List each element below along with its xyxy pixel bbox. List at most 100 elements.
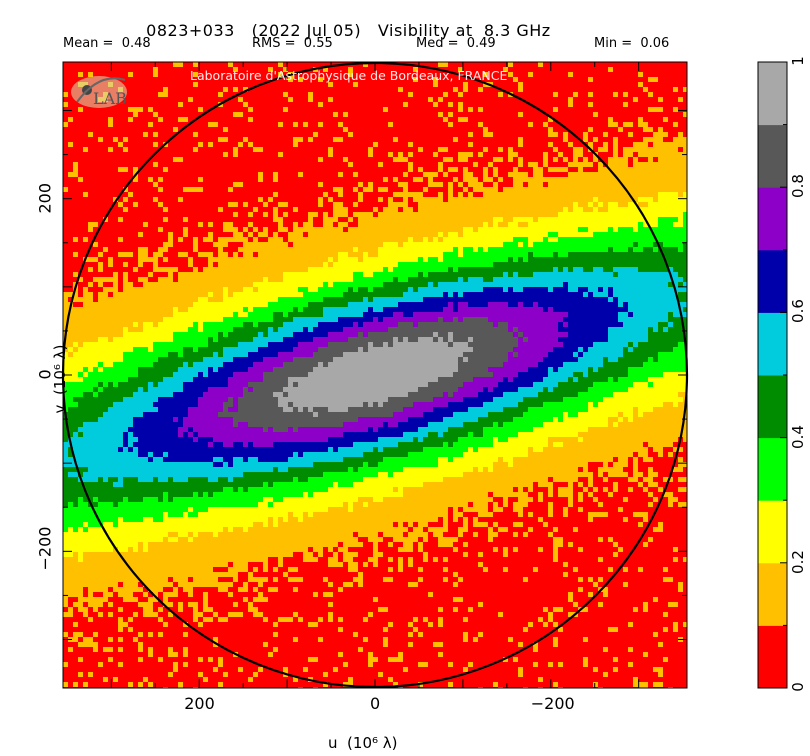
heatmap-cell: [493, 147, 499, 153]
heatmap-cell: [138, 252, 144, 258]
heatmap-cell: [548, 87, 554, 93]
heatmap-cell: [183, 152, 189, 158]
heatmap-cell: [243, 167, 249, 173]
heatmap-cell: [393, 87, 399, 93]
heatmap-cell: [553, 197, 559, 203]
heatmap-cell: [153, 62, 159, 68]
heatmap-cell: [678, 202, 684, 208]
heatmap-cell: [183, 202, 189, 208]
heatmap-cell: [288, 257, 294, 263]
heatmap-cell: [403, 152, 409, 158]
heatmap-cell: [388, 122, 394, 128]
heatmap-cell: [488, 207, 494, 213]
heatmap-cell: [93, 67, 99, 73]
heatmap-cell: [128, 117, 134, 123]
heatmap-cell: [218, 227, 224, 233]
heatmap-cell: [588, 107, 594, 113]
heatmap-cell: [418, 142, 424, 148]
heatmap-cell: [383, 222, 389, 228]
heatmap-cell: [463, 67, 469, 73]
heatmap-cell: [628, 82, 634, 88]
heatmap-cell: [148, 217, 154, 223]
heatmap-cell: [223, 237, 229, 243]
heatmap-cell: [163, 77, 169, 83]
heatmap-cell: [568, 72, 574, 78]
heatmap-cell: [208, 237, 214, 243]
heatmap-cell: [328, 107, 334, 113]
heatmap-cell: [318, 147, 324, 153]
heatmap-cell: [178, 82, 184, 88]
heatmap-cell: [273, 72, 279, 78]
heatmap-cell: [458, 257, 464, 263]
heatmap-cell: [468, 112, 474, 118]
heatmap-cell: [233, 182, 239, 188]
heatmap-cell: [498, 227, 504, 233]
heatmap-cell: [518, 222, 524, 228]
heatmap-cell: [158, 107, 164, 113]
heatmap-cell: [263, 112, 269, 118]
heatmap-cell: [493, 67, 499, 73]
heatmap-cell: [263, 152, 269, 158]
heatmap-cell: [268, 132, 274, 138]
heatmap-cell: [208, 202, 214, 208]
heatmap-cell: [658, 177, 664, 183]
heatmap-cell: [88, 167, 94, 173]
heatmap-cell: [213, 67, 219, 73]
heatmap-cell: [283, 67, 289, 73]
heatmap-cell: [198, 242, 204, 248]
heatmap-cell: [478, 77, 484, 83]
heatmap-cell: [193, 247, 199, 253]
heatmap-cell: [208, 192, 214, 198]
heatmap-cell: [558, 227, 564, 233]
heatmap-cell: [318, 252, 324, 258]
heatmap-cell: [398, 152, 404, 158]
heatmap-cell: [503, 227, 509, 233]
heatmap-cell: [458, 107, 464, 113]
heatmap-cell: [528, 137, 534, 143]
heatmap-cell: [513, 127, 519, 133]
heatmap-cell: [618, 187, 624, 193]
heatmap-cell: [133, 212, 139, 218]
heatmap-cell: [208, 247, 214, 253]
heatmap-cell: [353, 107, 359, 113]
heatmap-cell: [78, 152, 84, 158]
heatmap-cell: [223, 232, 229, 238]
heatmap-cell: [103, 237, 109, 243]
heatmap-cell: [243, 177, 249, 183]
heatmap-cell: [178, 107, 184, 113]
heatmap-cell: [658, 82, 664, 88]
heatmap-cell: [373, 82, 379, 88]
heatmap-cell: [573, 107, 579, 113]
heatmap-cell: [498, 62, 504, 68]
heatmap-cell: [453, 222, 459, 228]
heatmap-cell: [518, 187, 524, 193]
heatmap-cell: [178, 212, 184, 218]
heatmap-cell: [538, 257, 544, 263]
heatmap-cell: [163, 122, 169, 128]
heatmap-cell: [353, 247, 359, 253]
heatmap-cell: [188, 182, 194, 188]
heatmap-cell: [678, 87, 684, 93]
heatmap-cell: [398, 202, 404, 208]
heatmap-cell: [168, 252, 174, 258]
heatmap-cell: [418, 167, 424, 173]
heatmap-cell: [178, 222, 184, 228]
heatmap-cell: [403, 227, 409, 233]
heatmap-cell: [358, 157, 364, 163]
heatmap-cell: [608, 232, 614, 238]
heatmap-cell: [483, 172, 489, 178]
heatmap-cell: [368, 207, 374, 213]
heatmap-cell: [643, 232, 649, 238]
heatmap-cell: [623, 217, 629, 223]
heatmap-cell: [423, 87, 429, 93]
heatmap-cell: [68, 87, 74, 93]
heatmap-cell: [328, 202, 334, 208]
heatmap-cell: [498, 147, 504, 153]
heatmap-cell: [103, 137, 109, 143]
heatmap-cell: [153, 102, 159, 108]
heatmap-cell: [383, 147, 389, 153]
heatmap-cell: [458, 87, 464, 93]
heatmap-cell: [633, 147, 639, 153]
heatmap-cell: [308, 242, 314, 248]
heatmap-cell: [93, 172, 99, 178]
